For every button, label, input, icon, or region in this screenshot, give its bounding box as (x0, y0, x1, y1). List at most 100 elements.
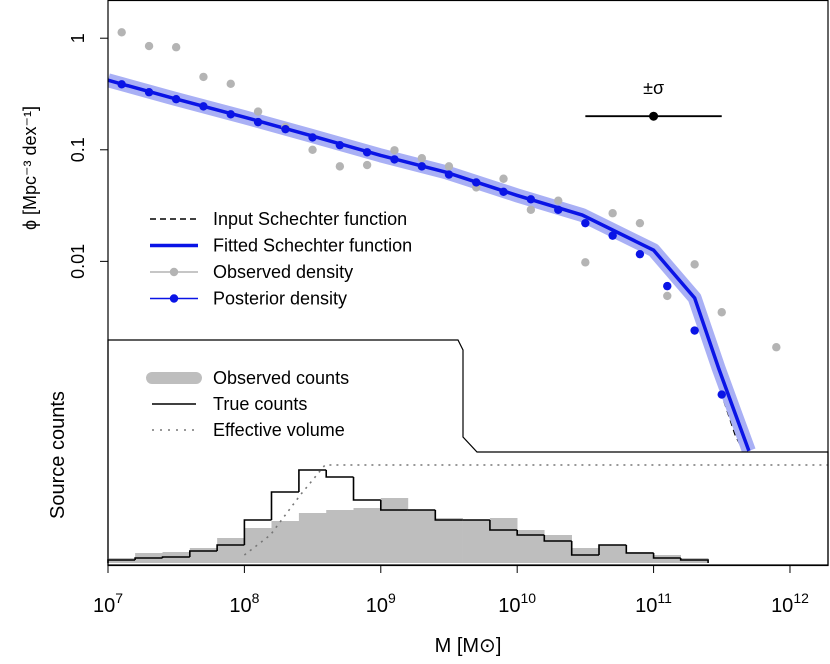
hist-step (352, 477, 381, 501)
data-point (171, 43, 181, 52)
data-point (144, 88, 154, 97)
legend-marker (169, 294, 179, 303)
data-point (199, 72, 208, 82)
data-point (554, 205, 563, 214)
hist-step (543, 535, 572, 542)
x-tick-label: 1012 (771, 590, 809, 617)
hist-step (243, 519, 272, 545)
hist-bar (462, 520, 491, 563)
data-point (417, 154, 427, 163)
legend-label: Fitted Schechter function (213, 236, 412, 256)
y-tick-label: 1 (68, 33, 88, 43)
data-point (226, 79, 235, 89)
data-point (417, 162, 427, 171)
plot-area (108, 28, 781, 454)
legend-label: Observed counts (213, 368, 349, 388)
tick-base: 10 (229, 595, 251, 617)
tick-power: 10 (521, 590, 537, 606)
hist-bar (298, 513, 327, 563)
data-point (581, 258, 590, 267)
data-point (253, 117, 263, 127)
legend-label: True counts (213, 394, 307, 414)
hist-bar (217, 538, 245, 563)
data-point (581, 218, 590, 228)
hist-bar (435, 518, 463, 563)
hist-step (516, 530, 545, 536)
annotation: ±σ (643, 78, 664, 98)
hist-step (598, 544, 627, 555)
tick-base: 10 (93, 595, 115, 617)
hist-bar (544, 535, 573, 563)
tick-base: 10 (635, 595, 657, 617)
x-axis-label: M [M⊙] (435, 635, 502, 657)
hist-step (625, 545, 654, 554)
hist-step (379, 500, 408, 511)
data-point (308, 133, 317, 142)
data-point (472, 178, 481, 187)
legend-label: Input Schechter function (213, 209, 407, 229)
hist-step (298, 469, 327, 492)
data-point (635, 218, 645, 228)
hist-step (570, 541, 600, 556)
hist-step (134, 557, 163, 560)
data-point (772, 343, 781, 352)
hist-bar (653, 555, 681, 563)
hist-step (325, 470, 354, 478)
hist-bar (326, 510, 354, 563)
hist-bar (353, 508, 382, 563)
data-point (117, 80, 126, 89)
data-point (444, 162, 454, 171)
x-tick-label: 1010 (498, 590, 536, 617)
hist-step (434, 510, 463, 521)
y-tick-label: 0.01 (68, 244, 88, 279)
data-point (171, 95, 181, 104)
data-point (663, 291, 672, 301)
data-point (226, 110, 235, 119)
y-tick-label: 0.1 (68, 137, 88, 162)
x-tick-label: 1011 (635, 590, 672, 617)
data-point (144, 41, 154, 51)
data-point (526, 195, 536, 204)
x-tick-label: 107 (93, 590, 123, 617)
hist-bar (380, 498, 409, 563)
legend-label: Observed density (213, 262, 353, 282)
data-point (281, 124, 290, 134)
hist-step (189, 550, 218, 557)
data-point (499, 187, 508, 197)
data-point (690, 260, 699, 269)
legend-marker (169, 267, 179, 277)
data-point (663, 281, 672, 291)
data-point (499, 174, 508, 183)
x-tick-label: 109 (366, 590, 396, 617)
data-point (390, 155, 399, 164)
data-point (690, 326, 699, 335)
tick-base: 10 (366, 595, 388, 617)
data-point (308, 145, 317, 154)
hist-bar (626, 552, 654, 563)
hist-bar (244, 528, 272, 563)
volume-line (243, 464, 828, 556)
tick-power: 7 (115, 590, 123, 606)
data-point (390, 146, 399, 155)
data-point (717, 390, 726, 399)
tick-base: 10 (498, 595, 520, 617)
hist-step (489, 520, 518, 531)
y-axis-label: ϕ [Mpc⁻³ dex⁻¹] (20, 106, 40, 230)
hist-step (679, 558, 709, 563)
tick-base: 10 (771, 595, 793, 617)
data-point (362, 160, 372, 170)
legend-label: Posterior density (213, 289, 347, 309)
tick-power: 11 (657, 590, 672, 606)
y-axis-label: Source counts (47, 391, 69, 519)
data-point (554, 196, 563, 205)
data-point (444, 170, 454, 179)
data-point (335, 140, 345, 150)
hist-step (652, 553, 681, 559)
hist-bar (407, 510, 436, 563)
data-point (362, 148, 372, 157)
data-point (717, 308, 726, 317)
data-point (117, 28, 126, 37)
data-point (608, 231, 617, 240)
x-tick-label: 108 (229, 590, 259, 617)
